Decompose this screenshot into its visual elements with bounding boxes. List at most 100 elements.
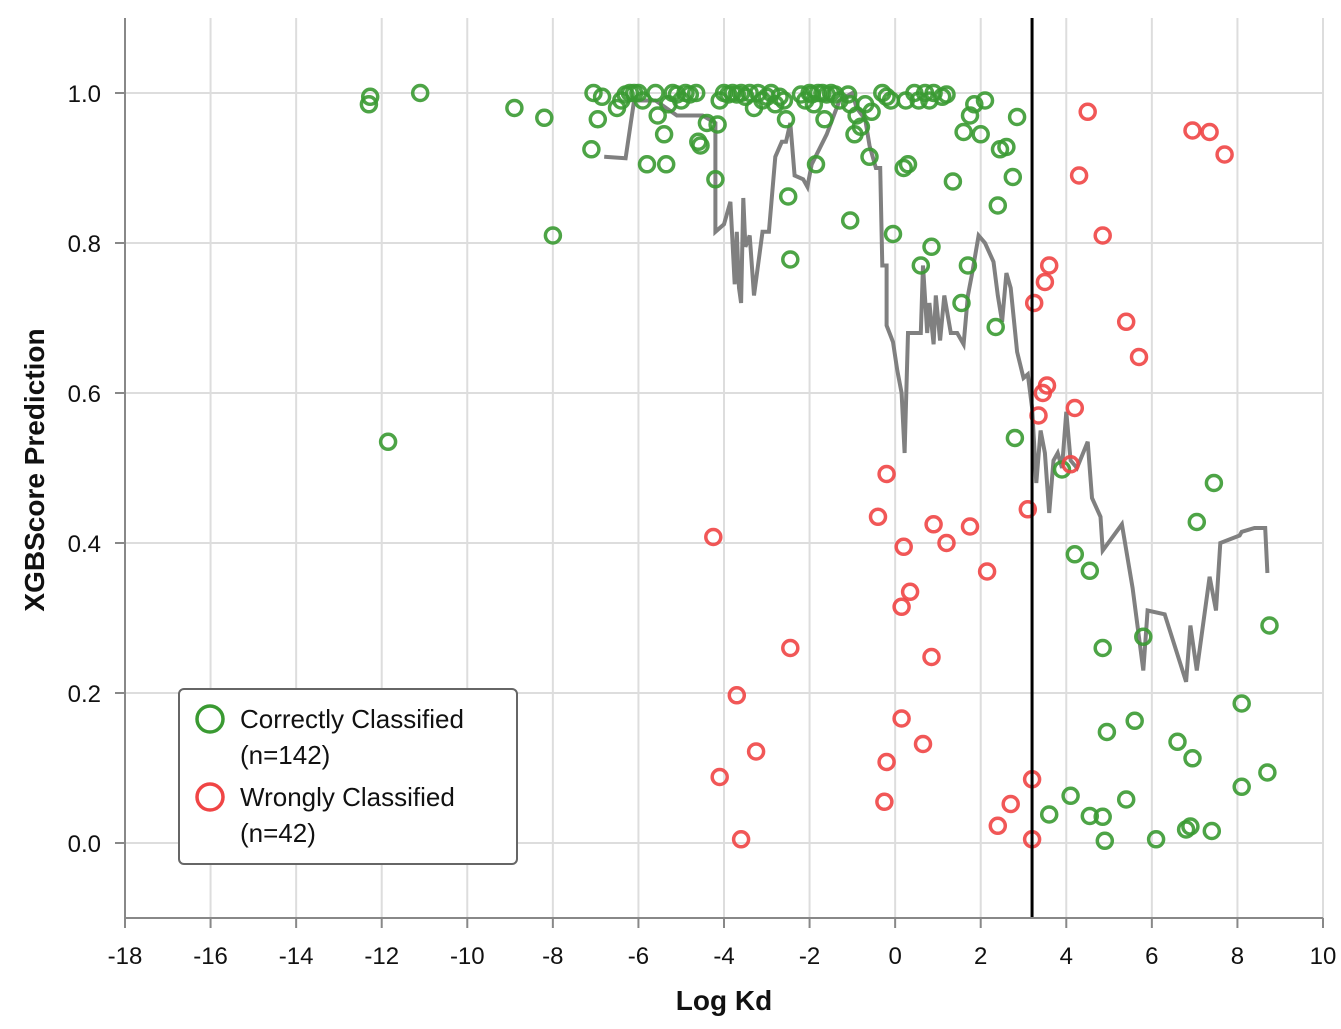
point-wrong [781, 638, 800, 658]
point-correct [804, 95, 824, 114]
data-points [359, 83, 1279, 851]
x-axis-title: Log Kd [676, 985, 772, 1016]
point-wrong [913, 734, 933, 754]
point-correct [1061, 786, 1080, 806]
point-correct [1232, 694, 1251, 713]
point-correct [592, 87, 612, 107]
x-tick-label: -14 [279, 943, 314, 970]
point-correct [971, 125, 990, 144]
point-correct [1007, 107, 1027, 127]
grid [124, 18, 1324, 918]
y-tick-label: 0.6 [68, 381, 101, 408]
point-correct [806, 155, 826, 174]
point-correct [1080, 806, 1100, 826]
legend-label-wrong: Wrongly Classified [240, 782, 455, 812]
point-correct [1039, 805, 1059, 824]
x-tick-label: -10 [450, 943, 485, 970]
point-correct [774, 91, 794, 110]
point-wrong [1215, 145, 1234, 164]
point-correct [731, 83, 751, 103]
point-correct [883, 224, 903, 244]
point-wrong [710, 767, 729, 787]
x-tick-label: -18 [108, 943, 143, 970]
x-tick-label: -2 [799, 943, 820, 970]
point-correct [708, 115, 727, 134]
point-wrong [1116, 312, 1136, 332]
point-correct [894, 158, 913, 178]
trend-line [604, 89, 1270, 683]
point-correct [648, 106, 667, 125]
point-correct [958, 256, 978, 275]
point-correct [1187, 512, 1207, 532]
point-correct [860, 147, 879, 167]
point-correct [588, 110, 608, 129]
point-correct [697, 113, 717, 133]
point-correct [937, 85, 956, 104]
point-correct [543, 226, 563, 245]
point-correct [1116, 790, 1136, 809]
point-correct [1202, 821, 1222, 841]
legend-count-correct: (n=142) [240, 740, 330, 770]
point-wrong [977, 562, 997, 581]
point-correct [582, 140, 601, 159]
point-correct [986, 317, 1005, 337]
x-tick-label: 8 [1231, 943, 1244, 970]
point-correct [1005, 428, 1025, 448]
point-wrong [924, 515, 943, 534]
point-wrong [1129, 347, 1149, 367]
point-wrong [746, 742, 766, 761]
point-correct [1093, 807, 1112, 827]
legend-label-correct: Correctly Classified [240, 704, 464, 734]
point-correct [1232, 777, 1251, 797]
point-correct [359, 95, 379, 114]
point-correct [1080, 561, 1100, 581]
x-tick-label: 2 [974, 943, 987, 970]
point-correct [1183, 749, 1202, 768]
point-correct [988, 196, 1008, 215]
point-correct [975, 91, 995, 110]
point-wrong [875, 792, 894, 812]
point-correct [1260, 616, 1279, 635]
point-wrong [1037, 376, 1057, 395]
point-wrong [1078, 102, 1097, 122]
axes [115, 18, 1324, 928]
point-correct [851, 117, 871, 137]
point-wrong [1093, 226, 1112, 245]
point-correct [378, 432, 398, 452]
point-correct [535, 108, 554, 128]
legend: Correctly Classified (n=142) Wrongly Cla… [178, 688, 518, 865]
point-correct [952, 293, 971, 313]
point-correct [862, 102, 881, 122]
point-wrong [1035, 272, 1055, 292]
point-correct [943, 172, 963, 191]
point-wrong [892, 597, 911, 617]
point-correct [922, 237, 941, 257]
x-tick-label: 6 [1145, 943, 1158, 970]
point-correct [1146, 830, 1166, 849]
point-correct [1204, 473, 1224, 493]
point-correct [1093, 638, 1112, 658]
point-wrong [1018, 500, 1038, 519]
x-tick-label: 10 [1310, 943, 1337, 970]
y-tick-label: 0.8 [68, 231, 101, 258]
point-correct [410, 83, 430, 103]
y-tick-label: 0.4 [68, 531, 101, 558]
point-wrong [727, 686, 747, 705]
point-wrong [1061, 455, 1080, 474]
point-wrong [731, 830, 751, 849]
point-wrong [877, 464, 896, 484]
point-wrong [877, 752, 896, 772]
point-correct [656, 155, 676, 174]
y-tick-label: 0.2 [68, 681, 101, 708]
point-correct [1258, 763, 1277, 782]
point-correct [637, 155, 657, 174]
point-wrong [1024, 293, 1044, 313]
point-correct [1097, 722, 1117, 742]
point-wrong [922, 647, 941, 667]
point-correct [898, 155, 918, 174]
y-tick-label: 0.0 [68, 831, 101, 858]
legend-marker-wrong [195, 782, 225, 812]
tick-labels: -18 -16 -14 -12 -10 -8 -6 -4 -2 0 2 4 6 8 10 0.0 0.2 0.4 0… [68, 81, 1337, 970]
legend-count-wrong: (n=42) [240, 818, 316, 848]
